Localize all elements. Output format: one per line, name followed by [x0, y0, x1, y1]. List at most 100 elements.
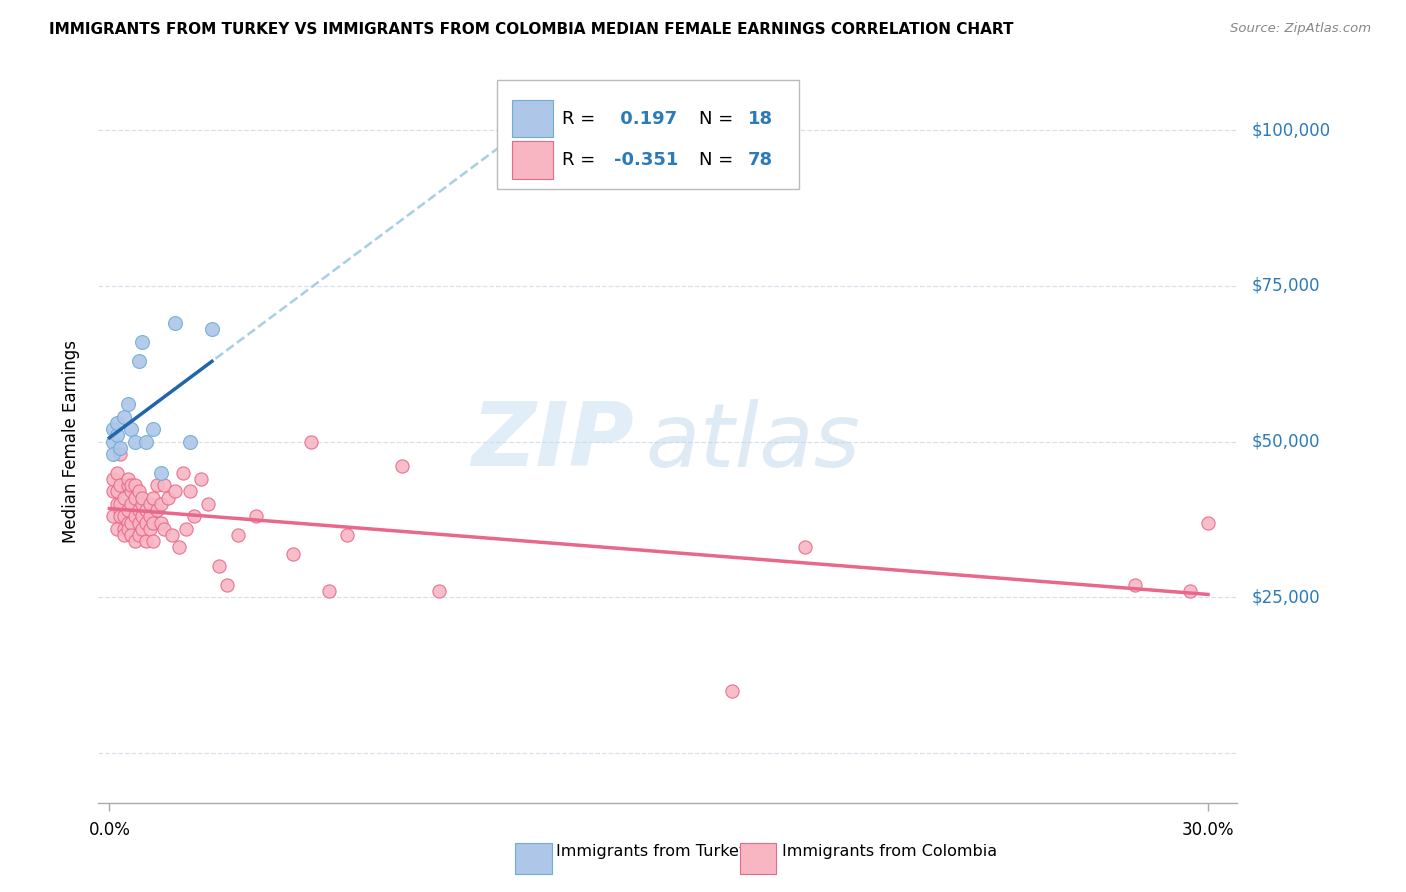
Point: [120, 422, 142, 436]
Point: [117, 516, 139, 530]
Text: IMMIGRANTS FROM TURKEY VS IMMIGRANTS FROM COLOMBIA MEDIAN FEMALE EARNINGS CORREL: IMMIGRANTS FROM TURKEY VS IMMIGRANTS FRO…: [49, 22, 1014, 37]
Point: [110, 503, 132, 517]
Point: [110, 497, 132, 511]
Point: [101, 509, 124, 524]
Point: [117, 503, 139, 517]
Point: [153, 522, 176, 536]
Point: [391, 459, 413, 474]
Point: [135, 516, 157, 530]
Text: N =: N =: [699, 151, 738, 169]
Point: [120, 497, 142, 511]
Point: [165, 316, 187, 330]
Text: $50,000: $50,000: [1251, 433, 1320, 450]
Point: [117, 397, 139, 411]
Point: [110, 509, 132, 524]
Point: [183, 509, 205, 524]
Point: [176, 522, 198, 536]
Point: [226, 528, 249, 542]
Point: [124, 534, 146, 549]
Point: [117, 478, 139, 492]
Point: [149, 497, 172, 511]
FancyBboxPatch shape: [515, 843, 551, 874]
Point: [160, 528, 183, 542]
Text: atlas: atlas: [645, 399, 860, 484]
Text: R =: R =: [562, 151, 600, 169]
Point: [245, 509, 267, 524]
Point: [101, 434, 124, 449]
Point: [135, 503, 157, 517]
Point: [124, 491, 146, 505]
Text: -0.351: -0.351: [614, 151, 679, 169]
Text: $25,000: $25,000: [1251, 588, 1320, 607]
Point: [179, 434, 201, 449]
Point: [120, 528, 142, 542]
Text: 0.197: 0.197: [614, 110, 678, 128]
Text: $100,000: $100,000: [1251, 121, 1330, 139]
Point: [117, 522, 139, 536]
Point: [124, 434, 146, 449]
Point: [105, 428, 128, 442]
Y-axis label: Median Female Earnings: Median Female Earnings: [62, 340, 80, 543]
Point: [1178, 584, 1201, 599]
Point: [281, 547, 304, 561]
Point: [128, 484, 150, 499]
Point: [190, 472, 212, 486]
Point: [179, 484, 201, 499]
Point: [120, 484, 142, 499]
Text: 78: 78: [748, 151, 773, 169]
Text: Immigrants from Turkey: Immigrants from Turkey: [557, 844, 748, 859]
Point: [101, 447, 124, 461]
Point: [124, 478, 146, 492]
Point: [105, 484, 128, 499]
Point: [135, 434, 157, 449]
Point: [135, 534, 157, 549]
Text: N =: N =: [699, 110, 738, 128]
Point: [172, 466, 194, 480]
Point: [142, 491, 165, 505]
Text: Source: ZipAtlas.com: Source: ZipAtlas.com: [1230, 22, 1371, 36]
Point: [112, 509, 135, 524]
Point: [138, 509, 160, 524]
Point: [794, 541, 817, 555]
Point: [1123, 578, 1146, 592]
Point: [120, 478, 142, 492]
Text: $75,000: $75,000: [1251, 277, 1320, 295]
Point: [112, 528, 135, 542]
Point: [427, 584, 450, 599]
Point: [138, 497, 160, 511]
Point: [142, 422, 165, 436]
Text: 0.0%: 0.0%: [89, 822, 131, 839]
Point: [110, 447, 132, 461]
Point: [149, 516, 172, 530]
Text: 30.0%: 30.0%: [1181, 822, 1234, 839]
Point: [105, 497, 128, 511]
Point: [318, 584, 340, 599]
Point: [128, 528, 150, 542]
Point: [1197, 516, 1219, 530]
Text: ZIP: ZIP: [471, 398, 634, 485]
FancyBboxPatch shape: [512, 141, 553, 178]
Point: [142, 534, 165, 549]
Point: [153, 478, 176, 492]
Point: [201, 322, 224, 336]
Point: [128, 516, 150, 530]
Point: [131, 509, 153, 524]
Point: [112, 491, 135, 505]
Point: [156, 491, 179, 505]
Point: [131, 522, 153, 536]
Point: [146, 503, 169, 517]
Point: [128, 353, 150, 368]
Point: [131, 491, 153, 505]
Point: [138, 522, 160, 536]
Point: [124, 509, 146, 524]
Point: [336, 528, 359, 542]
FancyBboxPatch shape: [498, 80, 799, 189]
Point: [131, 497, 153, 511]
Point: [131, 334, 153, 349]
Point: [165, 484, 187, 499]
Text: R =: R =: [562, 110, 600, 128]
Point: [101, 422, 124, 436]
Point: [101, 484, 124, 499]
Point: [110, 441, 132, 455]
Point: [721, 683, 744, 698]
